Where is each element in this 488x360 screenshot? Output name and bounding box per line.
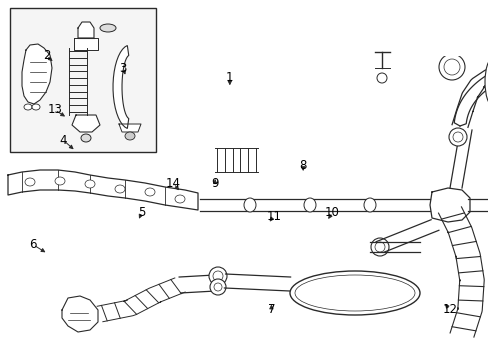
Text: 4: 4 xyxy=(60,134,67,147)
Ellipse shape xyxy=(484,58,488,106)
Ellipse shape xyxy=(363,198,375,212)
Ellipse shape xyxy=(25,178,35,186)
Polygon shape xyxy=(62,296,98,332)
Polygon shape xyxy=(72,115,100,132)
Ellipse shape xyxy=(448,128,466,146)
Bar xyxy=(10,8,156,152)
Polygon shape xyxy=(113,45,128,129)
Ellipse shape xyxy=(304,198,315,212)
Ellipse shape xyxy=(208,267,226,285)
Ellipse shape xyxy=(244,198,256,212)
Text: 3: 3 xyxy=(119,62,127,75)
Text: 8: 8 xyxy=(299,159,306,172)
Ellipse shape xyxy=(85,180,95,188)
Polygon shape xyxy=(8,170,198,210)
Ellipse shape xyxy=(438,54,464,80)
Ellipse shape xyxy=(100,24,116,32)
Text: 13: 13 xyxy=(47,103,62,116)
Polygon shape xyxy=(74,38,98,50)
Polygon shape xyxy=(429,188,469,222)
Ellipse shape xyxy=(209,279,225,295)
Ellipse shape xyxy=(376,73,386,83)
Text: 9: 9 xyxy=(211,177,219,190)
Ellipse shape xyxy=(125,132,135,140)
Text: 6: 6 xyxy=(29,238,37,251)
Polygon shape xyxy=(22,44,52,104)
Ellipse shape xyxy=(55,177,65,185)
Ellipse shape xyxy=(370,238,388,256)
Text: 1: 1 xyxy=(225,71,233,84)
Ellipse shape xyxy=(81,134,91,142)
Text: 5: 5 xyxy=(138,206,145,219)
Text: 7: 7 xyxy=(267,303,275,316)
Text: 11: 11 xyxy=(266,210,281,222)
Ellipse shape xyxy=(175,195,184,203)
Ellipse shape xyxy=(289,271,419,315)
Text: 2: 2 xyxy=(42,49,50,62)
Text: 12: 12 xyxy=(442,303,456,316)
Text: 14: 14 xyxy=(166,177,181,190)
Polygon shape xyxy=(119,124,141,132)
Ellipse shape xyxy=(24,104,32,110)
Ellipse shape xyxy=(32,104,40,110)
Polygon shape xyxy=(78,22,94,38)
Ellipse shape xyxy=(145,188,155,196)
Text: 10: 10 xyxy=(325,206,339,219)
Ellipse shape xyxy=(115,185,125,193)
